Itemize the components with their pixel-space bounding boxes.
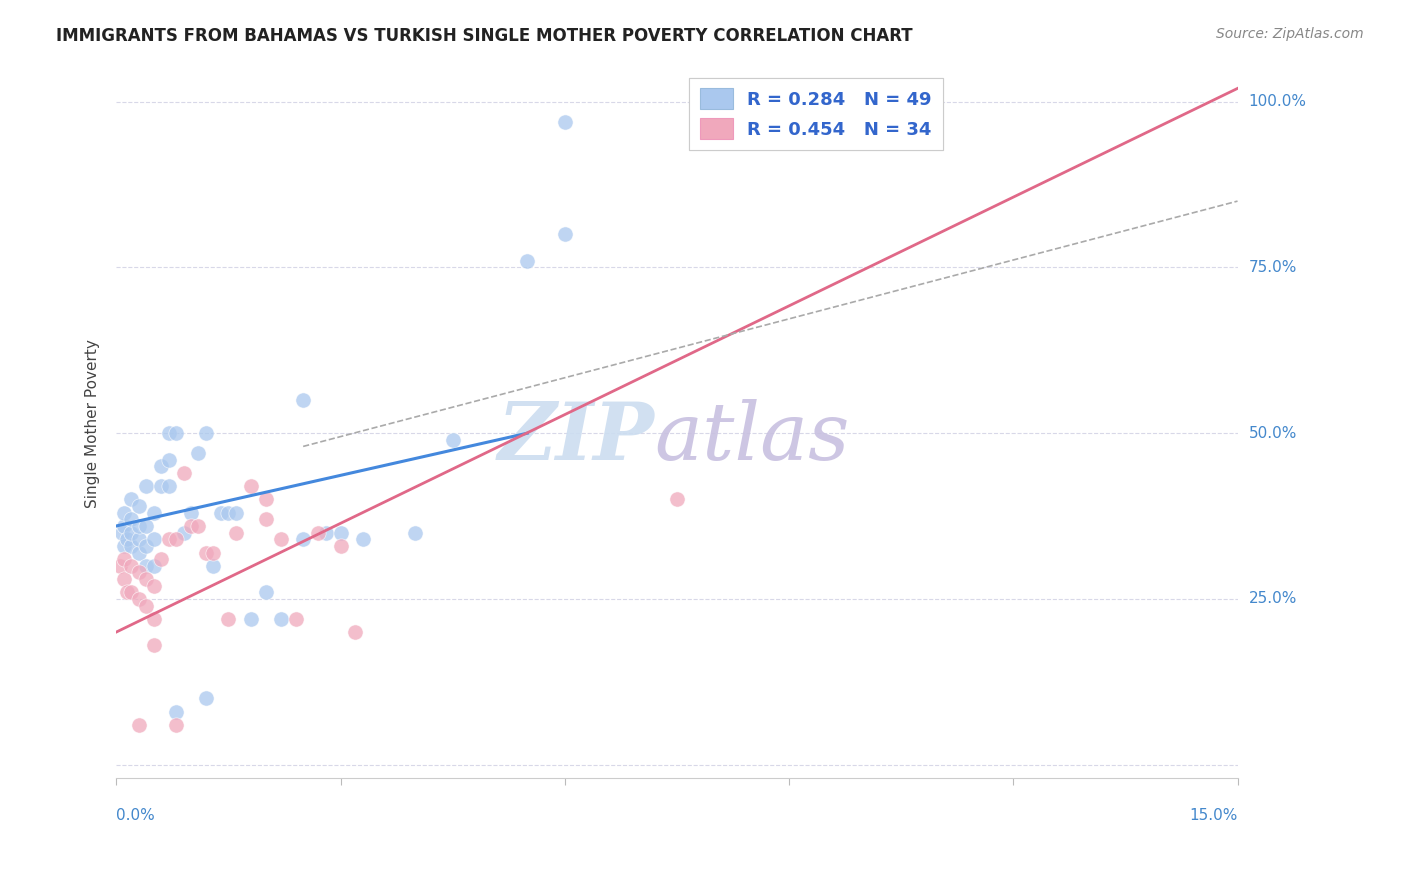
Point <box>117 585 139 599</box>
Point <box>254 492 277 507</box>
Point <box>128 718 150 732</box>
Point <box>112 519 135 533</box>
Point <box>194 691 217 706</box>
Y-axis label: Single Mother Poverty: Single Mother Poverty <box>86 339 100 508</box>
Point <box>120 558 142 573</box>
Point <box>128 519 150 533</box>
Point <box>225 525 247 540</box>
Point <box>307 525 329 540</box>
Point <box>270 612 292 626</box>
Point <box>202 545 225 559</box>
Legend: R = 0.284   N = 49, R = 0.454   N = 34: R = 0.284 N = 49, R = 0.454 N = 34 <box>689 78 942 150</box>
Point <box>284 612 307 626</box>
Point <box>135 572 157 586</box>
Point <box>441 433 464 447</box>
Text: 100.0%: 100.0% <box>1249 95 1306 109</box>
Point <box>239 612 262 626</box>
Text: 25.0%: 25.0% <box>1249 591 1296 607</box>
Text: 15.0%: 15.0% <box>1189 808 1237 823</box>
Text: 0.0%: 0.0% <box>117 808 155 823</box>
Point <box>157 426 180 441</box>
Point <box>135 519 157 533</box>
Point <box>142 579 165 593</box>
Point <box>150 552 173 566</box>
Point <box>180 506 202 520</box>
Point <box>173 466 195 480</box>
Point <box>128 533 150 547</box>
Text: 50.0%: 50.0% <box>1249 425 1296 441</box>
Point <box>292 392 315 407</box>
Point <box>209 506 232 520</box>
Point <box>142 638 165 652</box>
Text: IMMIGRANTS FROM BAHAMAS VS TURKISH SINGLE MOTHER POVERTY CORRELATION CHART: IMMIGRANTS FROM BAHAMAS VS TURKISH SINGL… <box>56 27 912 45</box>
Point <box>315 525 337 540</box>
Point <box>120 512 142 526</box>
Point <box>254 585 277 599</box>
Point <box>270 533 292 547</box>
Point <box>135 558 157 573</box>
Point <box>142 612 165 626</box>
Point <box>112 552 135 566</box>
Point <box>665 492 688 507</box>
Point <box>128 591 150 606</box>
Point <box>112 572 135 586</box>
Text: 75.0%: 75.0% <box>1249 260 1296 275</box>
Point <box>194 426 217 441</box>
Point <box>554 227 576 242</box>
Point <box>112 506 135 520</box>
Point <box>142 533 165 547</box>
Point <box>194 545 217 559</box>
Text: Source: ZipAtlas.com: Source: ZipAtlas.com <box>1216 27 1364 41</box>
Point <box>217 506 239 520</box>
Point <box>225 506 247 520</box>
Point <box>157 533 180 547</box>
Point <box>165 705 187 719</box>
Point <box>128 566 150 580</box>
Point <box>180 519 202 533</box>
Point <box>117 533 139 547</box>
Point <box>150 479 173 493</box>
Point <box>292 533 315 547</box>
Point <box>329 539 352 553</box>
Point <box>165 533 187 547</box>
Point <box>329 525 352 540</box>
Point <box>344 625 367 640</box>
Point <box>165 718 187 732</box>
Point <box>111 525 134 540</box>
Point <box>217 612 239 626</box>
Point <box>150 459 173 474</box>
Point <box>142 506 165 520</box>
Point <box>202 558 225 573</box>
Point <box>173 525 195 540</box>
Point <box>128 499 150 513</box>
Point <box>516 253 538 268</box>
Point <box>352 533 374 547</box>
Point <box>120 492 142 507</box>
Point <box>157 479 180 493</box>
Point <box>128 545 150 559</box>
Point <box>187 446 209 460</box>
Point <box>108 558 131 573</box>
Point <box>135 599 157 613</box>
Point <box>142 558 165 573</box>
Text: atlas: atlas <box>654 399 849 476</box>
Point <box>157 452 180 467</box>
Point <box>239 479 262 493</box>
Point <box>120 525 142 540</box>
Point <box>112 539 135 553</box>
Point <box>135 479 157 493</box>
Point <box>135 539 157 553</box>
Point <box>165 426 187 441</box>
Point <box>554 114 576 128</box>
Point <box>120 585 142 599</box>
Point <box>187 519 209 533</box>
Point <box>404 525 426 540</box>
Point <box>254 512 277 526</box>
Text: ZIP: ZIP <box>498 399 654 476</box>
Point <box>120 539 142 553</box>
